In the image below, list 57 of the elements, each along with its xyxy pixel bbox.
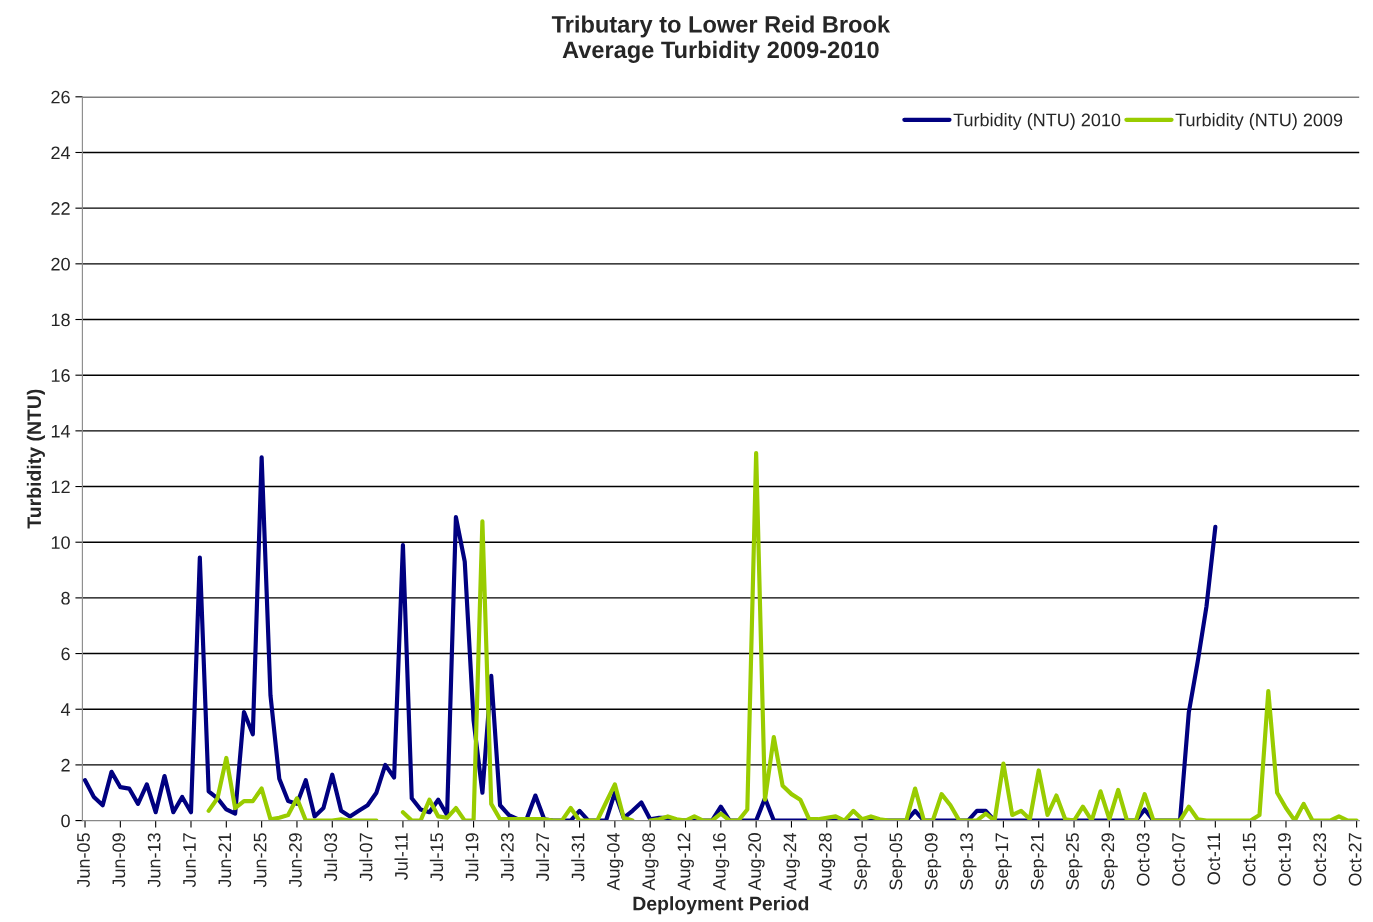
y-tick-label: 6 [61,647,70,661]
y-tick-label: 8 [61,591,70,605]
x-tick-label: Oct-19 [1278,833,1291,886]
x-tick-label: Oct-11 [1207,833,1221,885]
x-tick-label: Jul-11 [394,833,408,880]
x-tick-label: Jun-09 [112,833,126,888]
legend-label: Turbidity (NTU) 2010 [953,113,1121,130]
x-tick-label: Sep-05 [889,833,906,890]
x-tick-label: Jun-21 [218,833,232,888]
x-tick-label: Sep-13 [960,833,977,890]
x-tick-label: Jun-17 [183,833,196,888]
x-tick-label: Jul-27 [535,833,550,882]
x-tick-label: Aug-20 [748,833,765,891]
y-tick-label: 12 [51,480,70,494]
y-tick-label: 24 [51,146,71,160]
legend-label: Turbidity (NTU) 2009 [1175,113,1343,130]
y-tick-label: 2 [61,758,70,772]
x-tick-label: Oct-03 [1136,833,1150,886]
line-series [82,455,1218,821]
y-tick-label: 20 [51,257,70,271]
y-tick-label: 14 [51,424,71,438]
x-tick-label: Oct-23 [1313,833,1327,886]
x-tick-label: Jun-05 [77,833,90,888]
x-tick-label: Sep-29 [1101,833,1118,890]
y-tick-label: 10 [51,536,70,549]
x-axis-title: Deployment Period [633,896,809,915]
x-tick-label: Jul-15 [429,833,444,882]
x-tick-label: Sep-01 [854,833,871,890]
x-tick-label: Oct-15 [1242,833,1256,886]
y-tick-label: 22 [51,202,70,215]
chart-title: Tributary to Lower Reid Brook Average Turbidity 2009-2010 [551,15,891,63]
x-tick-label: Oct-07 [1172,833,1185,886]
x-tick-label: Sep-17 [995,833,1012,890]
y-tick-label: 18 [51,313,70,327]
x-tick-label: Oct-27 [1348,833,1362,886]
x-tick-label: Aug-12 [677,833,694,891]
y-tick-label: 0 [61,814,70,828]
x-tick-label: Aug-16 [712,833,730,891]
x-tick-label: Jul-23 [500,833,514,882]
x-tick-label: Jul-19 [465,833,479,882]
x-tick-label: Aug-08 [642,833,659,891]
x-tick-label: Aug-28 [818,833,836,891]
x-tick-label: Aug-24 [783,832,800,891]
x-tick-label: Sep-21 [1030,833,1048,890]
x-tick-label: Jun-25 [253,833,267,888]
x-tick-label: Jun-13 [147,833,161,888]
x-tick-label: Sep-25 [1066,833,1083,890]
y-axis-title: Turbidity (NTU) [26,389,45,529]
x-tick-label: Jul-31 [571,833,585,882]
x-tick-label: Jun-29 [289,833,302,888]
x-tick-label: Sep-09 [924,833,942,890]
x-tick-label: Aug-04 [606,832,624,891]
y-tick-label: 26 [51,90,70,104]
y-tick-label: 16 [51,369,70,382]
y-tick-label: 4 [60,703,71,716]
x-tick-label: Jul-07 [359,833,373,882]
x-tick-label: Jul-03 [323,833,338,882]
